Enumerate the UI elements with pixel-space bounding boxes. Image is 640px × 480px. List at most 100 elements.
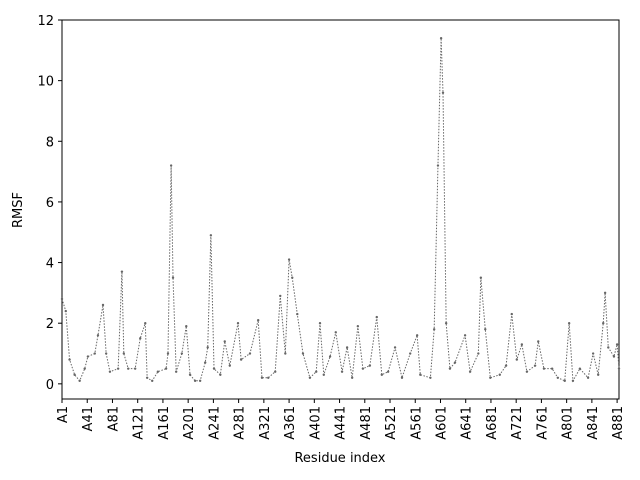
x-tick-label: A281 [233,406,248,440]
rmsf-point [520,343,524,346]
rmsf-point [101,303,105,307]
rmsf-point [116,367,120,370]
rmsf-point [468,370,472,373]
rmsf-point [441,91,445,94]
x-tick-label: A201 [182,406,197,440]
rmsf-point [185,325,188,328]
rmsf-point [550,367,554,370]
rmsf-point [166,352,170,355]
rmsf-point [479,276,483,279]
rmsf-point [260,376,264,379]
rmsf-point [83,367,86,370]
rmsf-point [239,358,243,361]
rmsf-point [223,340,226,343]
rmsf-point [174,370,178,373]
rmsf-point [571,379,575,383]
rmsf-point [180,352,184,355]
rmsf-point [533,364,537,367]
x-tick-label: A641 [460,406,475,440]
rmsf-point [356,325,360,328]
rmsf-point [274,370,277,373]
rmsf-point [510,312,513,316]
rmsf-point [122,352,126,355]
rmsf-point [504,364,508,367]
rmsf-point [463,334,467,337]
rmsf-point [409,352,412,355]
rmsf-point [350,376,354,379]
rmsf-point [361,367,365,370]
rmsf-point [429,376,432,379]
rmsf-point [393,346,397,349]
x-tick-label: A41 [81,406,96,431]
rmsf-point [198,379,202,383]
rmsf-line [61,38,620,383]
rmsf-point [525,370,529,373]
y-tick-label: 4 [46,257,54,272]
x-tick-label: A561 [409,406,424,440]
x-tick-label: A721 [510,406,525,440]
rmsf-point [86,355,90,358]
rmsf-point [133,367,137,370]
rmsf-point [156,370,160,373]
y-tick-label: 0 [46,378,54,393]
rmsf-point [171,276,175,279]
rmsf-point [617,367,621,370]
rmsf-point [296,312,299,316]
rmsf-point [375,315,378,319]
rmsf-point [334,331,337,334]
rmsf-point [537,340,540,343]
rmsf-point [602,322,605,325]
y-axis-label: RMSF [11,192,26,228]
rmsf-point [279,294,282,298]
rmsf-point [448,367,452,370]
y-tick-label: 6 [46,196,54,211]
rmsf-point [477,352,480,355]
x-tick-label: A161 [157,406,172,440]
rmsf-point [68,358,71,361]
x-tick-label: A401 [308,406,323,440]
rmsf-point [203,361,207,364]
x-tick-label: A121 [132,406,147,440]
rmsf-point [64,309,67,313]
rmsf-point [432,328,436,331]
y-tick-label: 10 [37,75,54,90]
x-tick-label: A321 [258,406,273,440]
rmsf-point [484,328,487,331]
rmsf-point [596,373,600,376]
rmsf-point [586,376,590,379]
rmsf-point [498,373,501,376]
rmsf-point [515,358,519,361]
rmsf-point [256,318,260,322]
x-tick-label: A1 [56,406,71,423]
rmsf-point [400,376,404,379]
rmsf-point [603,291,607,295]
rmsf-point [284,352,287,355]
rmsf-point [591,352,595,355]
x-tick-label: A681 [485,406,500,440]
rmsf-point [368,364,372,367]
rmsf-point [73,373,76,376]
rmsf-point [340,370,344,373]
rmsf-point [453,361,457,364]
rmsf-point [567,322,571,325]
y-tick-label: 8 [46,135,54,150]
rmsf-point [93,352,97,355]
x-tick-label: A881 [611,406,626,440]
rmsf-point [578,367,582,370]
x-tick-label: A481 [359,406,374,440]
rmsf-point [291,276,294,279]
rmsf-point [120,270,124,273]
y-tick-label: 2 [46,317,54,332]
rmsf-point [78,379,81,383]
rmsf-point [193,379,197,383]
rmsf-point [287,258,291,261]
rmsf-point [96,334,100,337]
rmsf-point [60,297,64,301]
rmsf-point [145,376,149,379]
y-tick-label: 12 [37,14,54,29]
rmsf-point [212,367,216,370]
rmsf-point [139,337,142,340]
rmsf-point [151,379,154,383]
x-tick-label: A601 [434,406,449,440]
